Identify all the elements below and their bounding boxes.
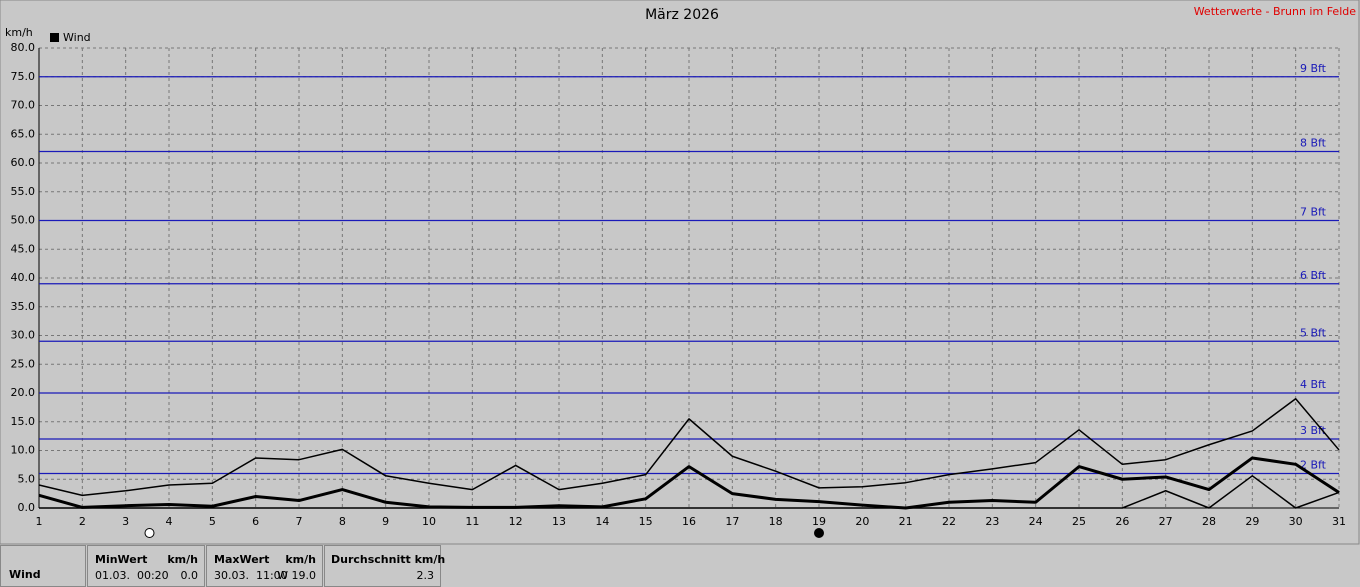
- x-tick-label: 16: [682, 515, 696, 528]
- x-tick-label: 13: [552, 515, 566, 528]
- cell-unit: km/h: [167, 553, 198, 566]
- chart-frame: [0, 0, 1360, 545]
- y-axis-unit: km/h: [5, 26, 33, 39]
- x-tick-label: 19: [812, 515, 826, 528]
- beaufort-label: 8 Bft: [1300, 137, 1327, 150]
- moon-phase: [144, 528, 155, 538]
- y-tick-label: 70.0: [11, 99, 36, 112]
- x-tick-label: 4: [166, 515, 173, 528]
- beaufort-label: 4 Bft: [1300, 378, 1327, 391]
- beaufort-label: 5 Bft: [1300, 326, 1327, 339]
- x-tick-label: 26: [1115, 515, 1129, 528]
- beaufort-label: 6 Bft: [1300, 269, 1327, 282]
- x-tick-label: 21: [899, 515, 913, 528]
- moon-phase: [814, 528, 824, 538]
- x-tick-label: 9: [382, 515, 389, 528]
- y-tick-label: 55.0: [11, 185, 36, 198]
- cell-when: 30.03. 11:00: [214, 569, 288, 582]
- y-tick-label: 0.0: [18, 501, 36, 514]
- x-tick-label: 12: [509, 515, 523, 528]
- cell-value: 2.3: [416, 569, 435, 582]
- legend-swatch: [50, 33, 59, 42]
- summary-label-cell: Wind: [0, 545, 86, 587]
- x-tick-label: 14: [595, 515, 609, 528]
- x-tick-label: 24: [1029, 515, 1043, 528]
- x-tick-label: 20: [855, 515, 869, 528]
- beaufort-label: 7 Bft: [1300, 206, 1327, 219]
- x-tick-label: 25: [1072, 515, 1086, 528]
- cell-head: MaxWert: [214, 553, 270, 566]
- summary-cell: Durchschnitt km/h 2.3: [324, 545, 445, 587]
- x-tick-label: 23: [985, 515, 999, 528]
- x-tick-label: 1: [36, 515, 43, 528]
- x-tick-label: 6: [252, 515, 259, 528]
- cell-value: 0.0: [180, 569, 199, 582]
- y-tick-label: 20.0: [11, 386, 36, 399]
- x-tick-label: 2: [79, 515, 86, 528]
- y-tick-label: 10.0: [11, 444, 36, 457]
- source-label: Wetterwerte - Brunn im Felde: [1194, 5, 1357, 18]
- y-tick-label: 75.0: [11, 70, 36, 83]
- y-tick-label: 40.0: [11, 271, 36, 284]
- x-tick-label: 29: [1245, 515, 1259, 528]
- series-line: [38, 456, 1340, 510]
- x-tick-label: 28: [1202, 515, 1216, 528]
- x-tick-label: 22: [942, 515, 956, 528]
- y-tick-label: 60.0: [11, 156, 36, 169]
- series-line: [39, 475, 1340, 509]
- cell-head: Durchschnitt km/h: [331, 553, 446, 566]
- x-tick-label: 18: [769, 515, 783, 528]
- y-tick-label: 25.0: [11, 357, 36, 370]
- summary-label: Wind: [9, 568, 41, 581]
- chart-title: März 2026: [645, 7, 719, 23]
- summary-cell: MinWert km/h 01.03. 00:20 0.0: [87, 545, 205, 587]
- beaufort-label: 9 Bft: [1300, 62, 1327, 75]
- summary-cell: MaxWert km/h 30.03. 11:00 W 19.0: [206, 545, 323, 587]
- x-tick-label: 8: [339, 515, 346, 528]
- series-line: [38, 398, 1340, 497]
- legend-label: Wind: [63, 31, 91, 44]
- x-tick-label: 7: [296, 515, 303, 528]
- cell-unit: km/h: [285, 553, 316, 566]
- x-tick-label: 17: [725, 515, 739, 528]
- cell-head: MinWert: [95, 553, 148, 566]
- x-tick-label: 31: [1332, 515, 1346, 528]
- beaufort-label: 2 Bft: [1300, 459, 1327, 472]
- x-tick-label: 27: [1159, 515, 1173, 528]
- cell-value: W 19.0: [277, 569, 316, 582]
- x-tick-label: 5: [209, 515, 216, 528]
- x-tick-label: 3: [122, 515, 129, 528]
- y-tick-label: 35.0: [11, 300, 36, 313]
- y-tick-label: 50.0: [11, 214, 36, 227]
- y-tick-label: 80.0: [11, 41, 36, 54]
- x-tick-label: 30: [1289, 515, 1303, 528]
- x-tick-label: 11: [465, 515, 479, 528]
- y-tick-label: 30.0: [11, 329, 36, 342]
- y-tick-label: 65.0: [11, 127, 36, 140]
- x-tick-label: 10: [422, 515, 436, 528]
- y-tick-label: 45.0: [11, 242, 36, 255]
- cell-when: 01.03. 00:20: [95, 569, 169, 582]
- chart: März 2026 Wetterwerte - Brunn im Felde k…: [0, 0, 1360, 545]
- y-tick-label: 15.0: [11, 415, 36, 428]
- y-tick-label: 5.0: [18, 472, 36, 485]
- x-tick-label: 15: [639, 515, 653, 528]
